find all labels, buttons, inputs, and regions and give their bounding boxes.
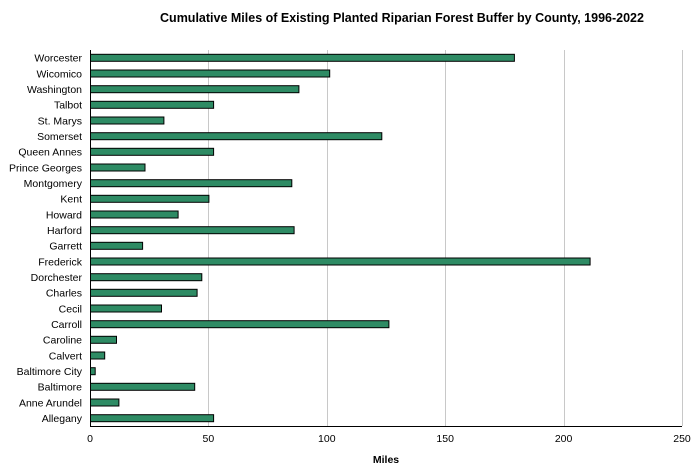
bar: [90, 226, 295, 235]
bar: [90, 100, 215, 109]
x-tick-label: 200: [555, 433, 573, 445]
chart-title: Cumulative Miles of Existing Planted Rip…: [160, 11, 644, 25]
bar: [90, 320, 390, 329]
x-tick-label: 150: [436, 433, 454, 445]
category-label: Harford: [47, 225, 82, 237]
category-label: Cecil: [59, 303, 82, 315]
category-label: Charles: [46, 288, 82, 300]
bar: [90, 163, 146, 172]
bar: [90, 147, 215, 156]
category-label: Caroline: [43, 335, 82, 347]
x-tick-label: 50: [203, 433, 215, 445]
category-label: St. Marys: [38, 115, 82, 127]
category-label: Allegany: [42, 413, 83, 425]
category-label: Howard: [46, 209, 82, 221]
category-label: Anne Arundel: [19, 397, 82, 409]
x-tick-label: 100: [318, 433, 336, 445]
bar: [90, 132, 383, 141]
bars-layer: [90, 53, 591, 423]
bar: [90, 53, 515, 62]
bar: [90, 85, 300, 94]
bar: [90, 273, 203, 282]
bar: [90, 194, 210, 203]
category-label: Talbot: [54, 100, 82, 112]
bar: [90, 414, 215, 423]
category-label: Baltimore: [38, 382, 83, 394]
category-label: Garrett: [49, 241, 82, 253]
bar: [90, 257, 591, 266]
category-label: Queen Annes: [18, 147, 82, 159]
category-label: Baltimore City: [17, 366, 83, 378]
bar: [90, 210, 179, 219]
bar: [90, 288, 198, 297]
bar: [90, 398, 120, 407]
bar: [90, 116, 165, 125]
bar: [90, 351, 106, 360]
grid-layer: [208, 50, 683, 426]
category-label: Kent: [60, 194, 82, 206]
bar: [90, 304, 162, 313]
bar: [90, 179, 293, 188]
bar: [90, 382, 196, 391]
category-label: Worcester: [34, 53, 82, 65]
category-label: Frederick: [38, 256, 83, 268]
x-tick-label: 0: [87, 433, 93, 445]
x-axis-label: Miles: [373, 454, 399, 466]
category-label: Dorchester: [31, 272, 83, 284]
category-labels: Worcester Wicomico Washington Talbot St. Mar…: [9, 53, 83, 425]
x-tick-labels: 0 50 100 150 200 250: [87, 433, 691, 445]
category-label: Calvert: [49, 350, 82, 362]
bar: [90, 241, 144, 250]
category-label: Washington: [27, 84, 82, 96]
category-label: Carroll: [51, 319, 82, 331]
category-label: Prince Georges: [9, 162, 82, 174]
bar: [90, 335, 117, 344]
category-label: Wicomico: [36, 68, 82, 80]
bar: [90, 367, 96, 376]
category-label: Montgomery: [24, 178, 83, 190]
bar: [90, 69, 331, 78]
category-label: Somerset: [37, 131, 82, 143]
x-tick-label: 250: [673, 433, 691, 445]
